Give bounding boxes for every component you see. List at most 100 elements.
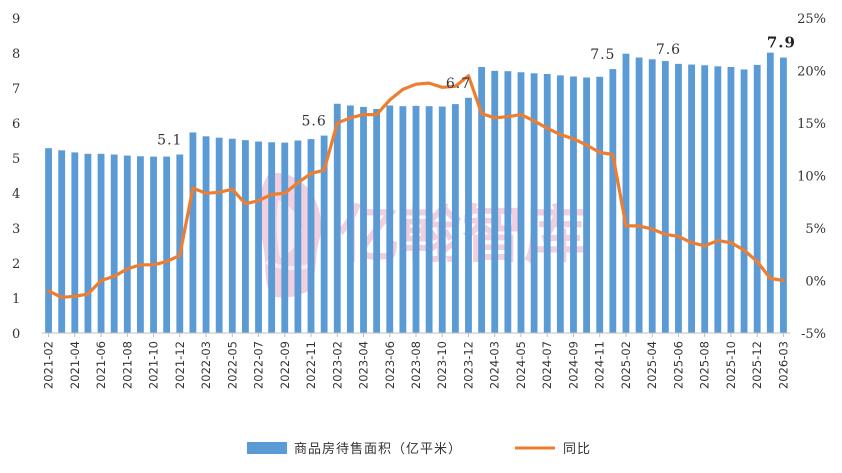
bar xyxy=(635,57,643,334)
bar xyxy=(556,75,564,334)
bar xyxy=(58,150,66,333)
line-series xyxy=(46,74,786,299)
bar xyxy=(622,53,630,333)
bar xyxy=(504,71,512,333)
annotations: 5.1 5.6 6.7 7.5 7.6 7.9 xyxy=(157,34,796,149)
x-tick-label: 2025-06 xyxy=(671,341,685,389)
bar xyxy=(360,106,367,334)
x-tick-label: 2021-08 xyxy=(120,341,134,389)
legend-line-label: 同比 xyxy=(563,442,591,457)
bar xyxy=(71,152,79,333)
bar xyxy=(570,76,577,333)
bar xyxy=(97,153,105,333)
bar xyxy=(346,105,354,333)
y-right-tick-label: 15% xyxy=(797,117,826,132)
x-tick-label: 2025-04 xyxy=(645,341,659,389)
x-tick-label: 2026-03 xyxy=(776,341,790,389)
x-tick-label: 2023-08 xyxy=(409,341,423,389)
bar xyxy=(241,140,249,333)
bar xyxy=(294,140,302,333)
bar xyxy=(543,74,551,333)
bar xyxy=(255,141,262,333)
bar xyxy=(583,77,591,333)
bar xyxy=(137,156,144,333)
x-tick-label: 2022-09 xyxy=(278,341,292,389)
line-series-path xyxy=(46,74,786,299)
bar xyxy=(675,63,682,333)
bar xyxy=(189,132,197,333)
x-tick-label: 2024-07 xyxy=(540,341,554,389)
legend-bar-swatch xyxy=(247,442,287,454)
legend: 商品房待售面积（亿平米） 同比 xyxy=(247,441,591,457)
bar xyxy=(753,64,761,334)
x-tick-label: 2021-06 xyxy=(94,341,108,389)
x-tick-label: 2023-02 xyxy=(330,341,344,389)
bar xyxy=(766,52,774,334)
bar xyxy=(661,61,669,334)
bar-series xyxy=(45,52,787,334)
bar xyxy=(320,135,328,333)
x-tick-label: 2022-03 xyxy=(199,341,213,389)
y-right-tick-label: 25% xyxy=(797,12,826,27)
bar xyxy=(451,104,459,333)
bar xyxy=(491,70,499,333)
x-tick-label: 2022-05 xyxy=(225,341,239,389)
x-tick-label: 2025-02 xyxy=(619,341,633,389)
bar xyxy=(465,97,472,333)
data-label: 7.6 xyxy=(656,42,681,58)
x-tick-label: 2024-05 xyxy=(514,341,528,389)
bar xyxy=(727,67,735,333)
y-left-tick-label: 0 xyxy=(12,327,20,342)
y-right-tick-label: 5% xyxy=(805,222,826,237)
x-tick-label: 2023-10 xyxy=(435,341,449,389)
bar xyxy=(740,69,748,333)
y-right-tick-label: 10% xyxy=(797,170,826,185)
data-label: 5.6 xyxy=(302,114,327,130)
bar xyxy=(530,73,538,334)
bar xyxy=(228,138,236,333)
bar xyxy=(648,59,656,334)
bar xyxy=(123,155,131,333)
bar xyxy=(281,142,289,333)
bar xyxy=(307,139,315,333)
x-tick-label: 2023-06 xyxy=(383,341,397,389)
y-left-tick-label: 9 xyxy=(12,12,20,27)
y-left-tick-label: 6 xyxy=(12,117,20,132)
y-left-tick-label: 4 xyxy=(12,187,20,202)
y-right-tick-label: -5% xyxy=(801,327,826,342)
x-tick-label: 2025-12 xyxy=(750,341,764,389)
bar xyxy=(714,66,722,334)
y-left-tick-label: 2 xyxy=(12,257,20,272)
y-left-tick-label: 7 xyxy=(12,82,20,97)
bar xyxy=(373,109,381,333)
bar xyxy=(333,103,341,333)
y-left-tick-label: 1 xyxy=(12,292,20,307)
x-tick-label: 2025-08 xyxy=(698,341,712,389)
bar xyxy=(176,154,184,333)
bar xyxy=(425,106,433,333)
bar xyxy=(688,64,695,334)
bar xyxy=(609,69,617,333)
x-tick-label: 2023-04 xyxy=(357,341,371,389)
legend-bar-label: 商品房待售面积（亿平米） xyxy=(294,441,462,457)
bar xyxy=(268,142,276,333)
data-label: 7.9 xyxy=(767,34,796,52)
bar xyxy=(517,72,525,333)
data-label: 5.1 xyxy=(157,133,182,149)
x-tick-label: 2021-02 xyxy=(42,341,56,389)
x-tick-label: 2021-10 xyxy=(147,341,161,389)
bar xyxy=(386,105,394,333)
bar xyxy=(202,136,210,333)
y-left-tick-label: 5 xyxy=(12,152,20,167)
bar xyxy=(110,154,118,333)
y-right-tick-label: 0% xyxy=(805,275,826,290)
x-tick-label: 2021-12 xyxy=(173,341,187,389)
bar xyxy=(399,106,407,333)
x-tick-label: 2025-10 xyxy=(724,341,738,389)
bar xyxy=(478,67,486,333)
data-label: 7.5 xyxy=(590,47,615,63)
bar xyxy=(215,137,223,333)
x-tick-label: 2021-04 xyxy=(68,341,82,389)
x-tick-label: 2024-09 xyxy=(566,341,580,389)
